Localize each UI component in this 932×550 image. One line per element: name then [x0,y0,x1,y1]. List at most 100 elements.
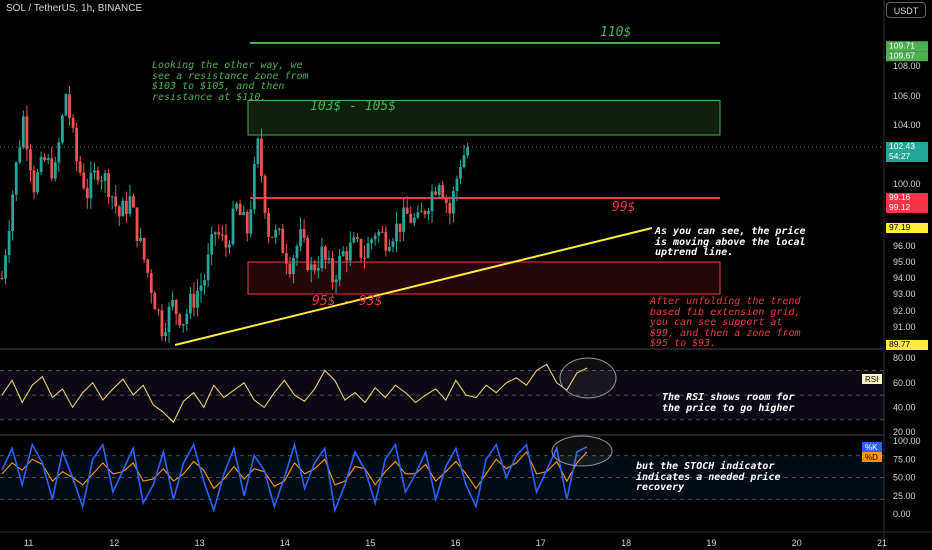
badge-current-price: 102.43 [889,141,915,151]
candle-body [160,310,164,337]
resistance-note: Looking the other way, we see a resistan… [152,60,309,103]
candle-body [4,255,7,279]
candle-body [292,257,295,275]
price-tick-label: 95.00 [893,257,916,267]
candle-body [306,237,310,270]
rsi-note: The RSI shows room for the price to go h… [662,392,794,414]
time-tick-label: 15 [365,538,375,548]
candle-body [402,207,406,232]
candle-body [25,116,29,150]
label-95-93: 95$ - 93$ [312,294,383,309]
candle-body [29,149,32,171]
candle-body [7,230,11,256]
candle-body [21,116,25,148]
candle-body [188,293,192,314]
candle-body [75,127,79,162]
candle-body [64,94,68,116]
candle-body [82,172,86,189]
price-tick-label: 108.00 [893,61,921,71]
rsi-tag-bg [862,374,882,384]
candle-body [459,167,462,179]
candle-body [206,254,210,281]
rsi-tag: RSI [865,375,878,384]
fib-note-line: After unfolding the trend [650,296,801,307]
time-tick-label: 16 [451,538,461,548]
candle-body [444,198,448,203]
stoch-tick-label: 50.00 [893,473,916,483]
candle-body [171,299,174,307]
currency-button[interactable]: USDT [886,2,926,18]
candle-body [391,241,395,247]
candle-body [235,203,238,209]
candle-body [377,231,381,236]
badge-trend-level-bg [886,223,928,233]
candle-body [341,251,345,256]
resistance-note-line: see a resistance zone from [152,70,309,82]
candle-body [156,309,160,311]
candle-body [313,264,317,271]
candle-body [388,246,391,251]
label-99: 99$ [612,200,636,215]
fib-note: After unfolding the trend based fib exte… [650,296,801,350]
badge-110-bottom-bg [886,51,928,62]
badge-99-bottom-bg [886,203,928,213]
badge-current-price-bg [886,142,928,152]
stoch-highlight-circle [551,435,613,467]
badge-99-bottom: 99.12 [889,202,911,212]
price-tick-label: 94.00 [893,273,916,283]
candle-body [238,203,242,215]
candle-body [441,185,445,199]
badge-trend-level: 97.19 [889,222,911,232]
rsi-tick-label: 80.00 [893,353,916,363]
rsi-tick-label: 40.00 [893,402,916,412]
stoch-k-line [1,441,588,514]
time-tick-label: 13 [195,538,205,548]
candle-body [53,162,57,179]
candle-body [263,175,267,214]
candle-body [39,156,43,173]
candle-body [89,172,93,199]
candle-body [217,232,221,235]
fib-note-line: you can see support at [650,317,783,328]
badge-99-top: 99.16 [889,192,911,202]
candle-body [423,211,427,215]
resistance-zone [247,100,721,136]
badge-99-top-bg [886,193,928,203]
candle-body [345,251,349,261]
candle-body [366,243,370,258]
time-tick-label: 18 [621,538,631,548]
price-tick-label: 92.00 [893,306,916,316]
stoch-tick-label: 0.00 [893,509,911,519]
fib-note-line: $99, and then a zone from [650,327,801,339]
candle-body [96,170,100,181]
candle-body [274,230,278,238]
candle-body [249,209,253,234]
rsi-tick-label: 60.00 [893,378,916,388]
candle-body [412,217,416,223]
candle-body [50,158,54,179]
rsi-line [1,363,588,424]
candle-body [277,228,281,231]
candle-body [462,155,466,168]
badge-110-top-bg [886,41,928,52]
candle-body [288,263,292,275]
candle-body [370,239,374,244]
candle-body [231,208,235,245]
candle-body [455,178,459,191]
stoch-tick-label: 75.00 [893,454,916,464]
stoch-note-line: but the STOCH indicator [636,461,775,472]
resistance-note-line: Looking the other way, we [152,60,303,71]
candle-body [316,268,320,271]
candle-body [110,196,114,198]
candle-body [85,188,89,199]
candle-body [0,278,4,279]
support-zone [247,261,721,295]
time-tick-label: 19 [706,538,716,548]
candle-body [398,223,402,232]
candle-body [32,170,36,193]
badge-110-top: 109.71 [889,40,915,50]
candle-body [416,212,420,218]
candle-body [192,293,196,308]
candle-body [363,257,366,259]
